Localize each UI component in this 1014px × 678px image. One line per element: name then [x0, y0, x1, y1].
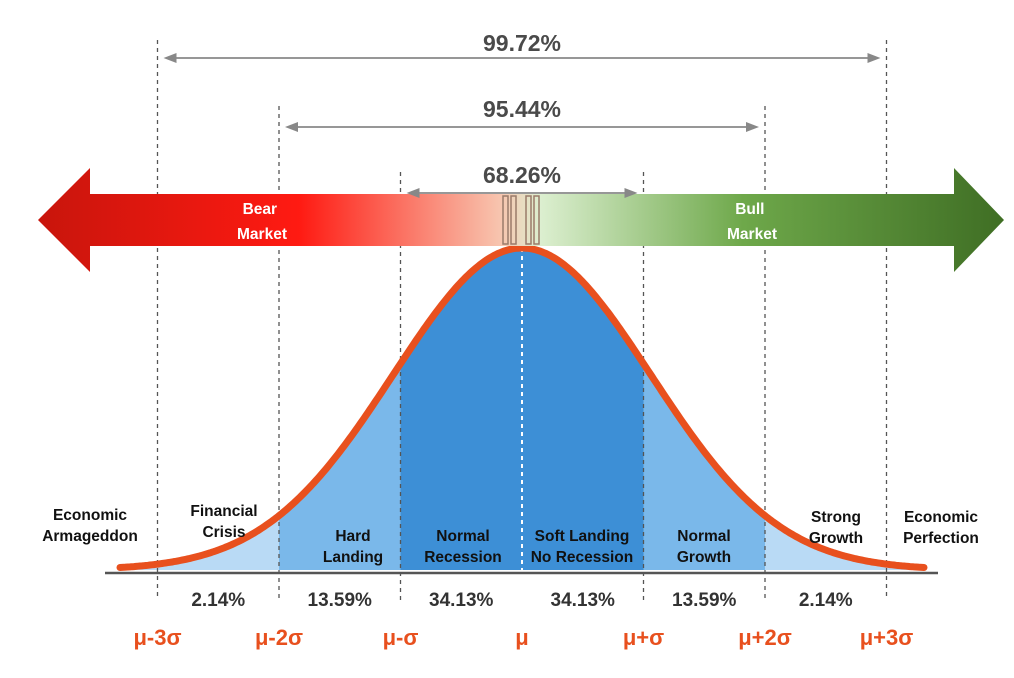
region-label: Hard Landing	[323, 528, 383, 566]
range-arrow-head-left	[163, 53, 177, 63]
band-right-tail	[765, 515, 925, 570]
range-arrow-head-right	[746, 122, 759, 132]
range-arrow-head-left	[285, 122, 298, 132]
bull-market-label: Bull Market	[727, 201, 777, 243]
region-label: Normal Growth	[677, 528, 731, 566]
range-arrow-head-right	[624, 188, 638, 198]
region-labels: Economic Armageddon Financial Crisis Hard Lan…	[42, 503, 979, 566]
region-label: Economic Perfection	[903, 509, 979, 547]
sigma-guide-lines	[156, 40, 888, 600]
sigma-label: μ	[515, 625, 528, 650]
sigma-label: μ+3σ	[860, 625, 914, 650]
percentage-range: 68.26%	[406, 162, 638, 198]
region-label: Soft Landing No Recession	[531, 528, 634, 566]
percentage-ranges: 99.72% 95.44% 68.26%	[163, 30, 881, 198]
sigma-labels: μ-3σ μ-2σ μ-σ μ μ+σ μ+2σ μ+3σ	[133, 625, 913, 650]
area-percentages: 2.14% 13.59% 34.13% 34.13% 13.59% 2.14%	[191, 590, 852, 611]
band-left-tail	[120, 515, 279, 570]
area-percent: 13.59%	[672, 590, 737, 611]
range-arrow-head-right	[867, 53, 881, 63]
area-percent: 2.14%	[191, 590, 245, 611]
bear-market-label: Bear Market	[237, 201, 287, 243]
sigma-label: μ-2σ	[255, 625, 303, 650]
range-percent-label: 95.44%	[483, 96, 561, 122]
market-arrow: Bear Market Bull Market	[38, 168, 1004, 272]
region-label: Economic Armageddon	[42, 507, 138, 545]
region-label: Normal Recession	[424, 528, 502, 566]
area-percent: 34.13%	[429, 590, 494, 611]
sigma-label: μ+2σ	[738, 625, 792, 650]
area-percent: 13.59%	[308, 590, 373, 611]
region-label: Strong Growth	[809, 509, 863, 547]
range-arrow-head-left	[406, 188, 420, 198]
region-label: Financial Crisis	[190, 503, 257, 541]
range-percent-label: 99.72%	[483, 30, 561, 56]
percentage-range: 99.72%	[163, 30, 881, 63]
range-percent-label: 68.26%	[483, 162, 561, 188]
sigma-label: μ-σ	[383, 625, 419, 650]
area-percent: 2.14%	[799, 590, 853, 611]
sigma-label: μ+σ	[623, 625, 664, 650]
bell-curve	[116, 244, 928, 571]
center-stripes	[502, 195, 540, 245]
market-arrow-shape	[38, 168, 1004, 272]
percentage-range: 95.44%	[285, 96, 759, 132]
sigma-label: μ-3σ	[133, 625, 181, 650]
area-percent: 34.13%	[551, 590, 616, 611]
